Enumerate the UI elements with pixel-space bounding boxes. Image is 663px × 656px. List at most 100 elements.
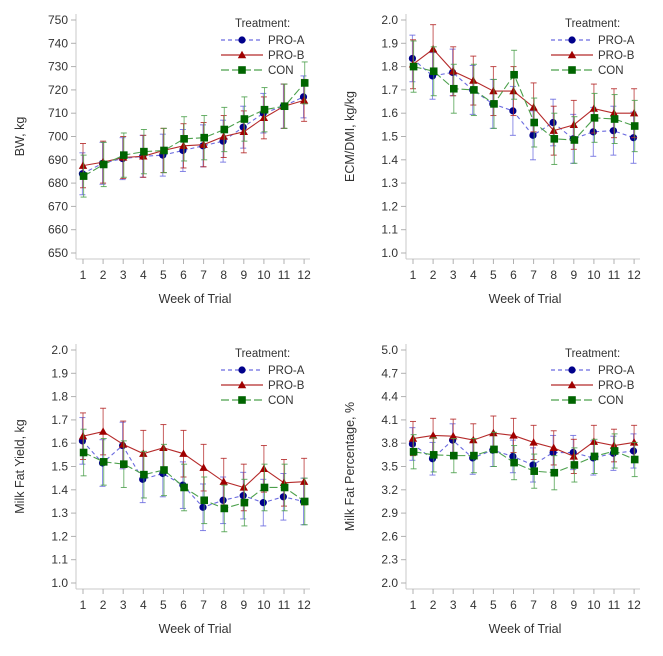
data-point xyxy=(529,461,537,469)
x-tick-label: 2 xyxy=(430,598,437,612)
data-point xyxy=(98,427,108,435)
data-point xyxy=(629,109,639,117)
y-tick-label: 1.7 xyxy=(381,83,398,97)
legend-label-pro-b: PRO-B xyxy=(598,50,635,62)
y-tick-label: 4.7 xyxy=(381,366,398,380)
y-tick-label: 670 xyxy=(48,199,68,213)
data-point xyxy=(239,492,247,500)
legend-label-pro-b: PRO-B xyxy=(598,380,635,392)
y-tick-label: 1.4 xyxy=(51,483,68,497)
data-point xyxy=(450,84,458,93)
data-point xyxy=(299,96,309,104)
data-point xyxy=(280,102,289,111)
data-point xyxy=(99,458,108,466)
data-point xyxy=(509,431,518,439)
x-tick-label: 12 xyxy=(627,598,641,612)
legend-label-pro-b: PRO-B xyxy=(268,50,305,62)
data-point xyxy=(509,452,517,461)
x-tick-label: 7 xyxy=(530,268,537,282)
data-point xyxy=(259,499,267,507)
x-tick-label: 6 xyxy=(510,598,517,612)
data-point xyxy=(79,448,88,457)
series-con xyxy=(79,428,309,533)
data-point xyxy=(300,79,309,87)
x-tick-label: 5 xyxy=(490,598,497,612)
data-point xyxy=(180,483,188,492)
chart-panel-bw: 650 660 670 680 690 700 710 720 730 740 750 1 2 3 4 5 6 7… xyxy=(0,0,331,326)
data-point xyxy=(630,122,639,130)
y-tick-label: 1.0 xyxy=(381,246,398,260)
x-axis-title: Week of Trial xyxy=(489,622,562,636)
chart-panel-milk-fat-percentage: 2.0 2.3 2.6 2.9 3.2 3.5 3.8 4.1 4.4 4.7 5.0 1 2 3 4 5 6 7… xyxy=(330,330,661,656)
x-tick-label: 4 xyxy=(140,268,147,282)
y-tick-label: 1.9 xyxy=(381,36,398,50)
legend-marker-pro-b-icon xyxy=(237,50,247,59)
data-point xyxy=(199,503,207,511)
x-tick-label: 1 xyxy=(80,268,87,282)
data-point xyxy=(589,128,597,136)
y-tick-label: 1.5 xyxy=(51,460,68,474)
legend-marker-pro-a-icon xyxy=(238,36,246,44)
x-tick-label: 2 xyxy=(430,268,437,282)
x-tick-label: 8 xyxy=(550,598,557,612)
data-point xyxy=(199,140,208,148)
data-point xyxy=(220,125,229,134)
data-point xyxy=(630,455,639,464)
data-point xyxy=(570,136,579,144)
x-tick-label: 3 xyxy=(450,598,457,612)
legend-marker-pro-a-icon xyxy=(238,366,246,374)
legend-title: Treatment: xyxy=(565,348,620,360)
data-point xyxy=(200,133,208,142)
data-point xyxy=(78,432,88,440)
data-point xyxy=(629,447,638,455)
x-tick-label: 6 xyxy=(510,268,517,282)
series-line xyxy=(82,430,305,489)
data-point xyxy=(239,483,248,491)
y-tick-label: 650 xyxy=(48,246,68,260)
data-point xyxy=(140,147,148,156)
x-tick-label: 11 xyxy=(608,268,621,282)
legend-marker-con-icon xyxy=(238,66,246,74)
legend-marker-pro-a-icon xyxy=(568,36,576,44)
series-line xyxy=(412,432,635,458)
y-tick-label: 1.9 xyxy=(51,366,68,380)
data-point xyxy=(429,451,438,459)
x-tick-label: 8 xyxy=(220,268,227,282)
y-tick-label: 2.6 xyxy=(381,529,398,543)
x-tick-label: 5 xyxy=(160,598,167,612)
x-tick-label: 3 xyxy=(120,268,127,282)
y-tick-label: 1.2 xyxy=(51,529,68,543)
x-tick-label: 1 xyxy=(410,598,417,612)
data-point xyxy=(510,70,518,79)
y-tick-label: 710 xyxy=(48,106,68,120)
y-tick-label: 680 xyxy=(48,176,68,190)
data-point xyxy=(449,67,458,75)
x-tick-label: 7 xyxy=(530,598,537,612)
data-point xyxy=(99,160,108,169)
data-point xyxy=(550,468,559,477)
chart-milk-fat-percentage: 2.02.32.62.93.23.53.84.14.44.75.01 2 3 4 5 6 7… xyxy=(343,343,641,636)
chart-panel-ecm-dmi: 1.0 1.1 1.2 1.3 1.4 1.5 1.6 1.7 1.8 1.9 2.0 1 2 3 4 5 6 7… xyxy=(330,0,661,326)
y-tick-label: 2.0 xyxy=(381,576,398,590)
series-con xyxy=(409,431,639,491)
y-tick-label: 4.1 xyxy=(381,413,398,427)
data-point xyxy=(609,441,619,449)
data-point xyxy=(509,86,518,95)
y-tick-label: 2.3 xyxy=(381,553,398,567)
data-point xyxy=(429,67,438,76)
data-point xyxy=(428,431,438,439)
series-pro-b xyxy=(78,407,309,512)
legend-marker-pro-b-icon xyxy=(237,380,247,389)
data-point xyxy=(490,445,498,454)
data-point xyxy=(589,104,599,112)
data-point xyxy=(590,452,599,461)
x-tick-label: 11 xyxy=(608,598,621,612)
data-point xyxy=(428,44,438,53)
data-point xyxy=(160,146,168,155)
series-pro-a xyxy=(78,75,308,196)
legend-label-con: CON xyxy=(598,395,624,407)
y-tick-label: 2.0 xyxy=(51,343,68,357)
y-tick-label: 730 xyxy=(48,60,68,74)
data-point xyxy=(240,498,249,507)
data-point xyxy=(609,109,619,117)
